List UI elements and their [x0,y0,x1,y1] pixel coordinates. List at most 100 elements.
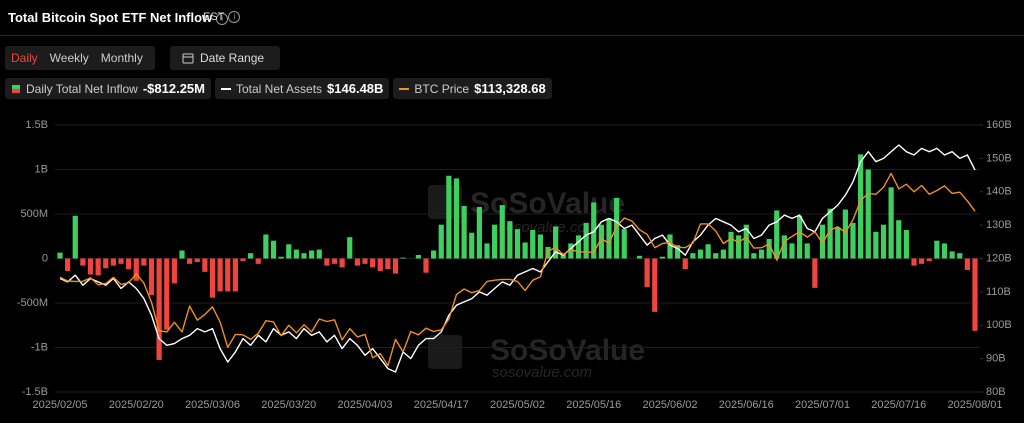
bar [370,258,376,268]
watermark-logo [428,185,462,219]
bar [797,215,803,259]
bar [842,209,848,259]
bar [255,258,261,264]
timezone-wrap: EST i [203,11,241,24]
info-icon[interactable]: i [228,11,241,24]
bar [644,258,650,287]
bar [606,218,612,259]
bar [126,258,132,270]
x-tick-label: 2025/06/16 [719,399,774,411]
bar [103,258,109,269]
bar [812,258,818,288]
y-tick-label: -500M [17,297,48,309]
bar [553,226,559,259]
bar [80,258,86,266]
calendar-icon [182,53,194,64]
bar [819,224,826,259]
legend-item[interactable]: BTC Price $113,328.68 [393,78,552,99]
y2-tick-label: 160B [986,119,1012,131]
bar [621,229,627,259]
bar [675,245,681,259]
bar [896,220,902,259]
bar [530,230,536,259]
legend-swatch [12,88,20,93]
bar [903,230,909,259]
legend-item[interactable]: Total Net Assets $146.48B [214,78,390,99]
legend-value: $146.48B [327,81,384,96]
legend-item[interactable]: Daily Total Net Inflow -$812.25M [5,78,211,99]
bar [309,250,315,259]
bar [263,234,269,259]
bar [194,258,200,263]
timezone: EST [203,11,225,23]
y-tick-label: 0 [42,252,48,264]
date-range-button[interactable]: Date Range [170,46,280,70]
bar [476,206,482,259]
y-tick-label: 1B [35,163,48,175]
bar [728,231,734,259]
bar [743,224,749,259]
watermark-logo [428,335,462,369]
x-tick-label: 2025/05/02 [490,399,545,411]
period-tab[interactable]: Daily [11,51,38,65]
y2-tick-label: 80B [986,386,1006,398]
bar [331,258,338,264]
legend: Daily Total Net Inflow -$812.25M Total Net… [5,78,552,99]
x-tick-label: 2025/03/20 [261,399,316,411]
bar [187,258,193,264]
x-tick-label: 2025/07/16 [871,399,926,411]
period-tab[interactable]: Weekly [49,51,89,65]
bar [758,249,765,259]
title-wrap: Total Bitcoin Spot ETF Net Inflow i [8,10,229,25]
bar [232,258,238,292]
y-tick-label: -1B [31,341,48,353]
bar [507,221,513,259]
bar [537,234,543,259]
bar [789,243,795,259]
x-tick-label: 2025/04/03 [337,399,392,411]
x-tick-label: 2025/08/01 [947,399,1002,411]
bar [72,215,78,259]
bar [682,258,688,270]
x-tick-label: 2025/07/01 [795,399,850,411]
bar [156,258,162,360]
bar [934,240,940,259]
bar [377,258,383,271]
bar [659,256,665,259]
bar [957,253,963,259]
period-tab[interactable]: Monthly [100,51,143,65]
bar [141,258,147,266]
bar [324,258,330,266]
bar [751,253,757,259]
bar [431,250,437,259]
bar [522,242,528,259]
bar [781,235,787,259]
bar [164,258,170,330]
bar [705,244,711,259]
title: Total Bitcoin Spot ETF Net Inflow [8,10,213,25]
bar [636,255,643,259]
period-tabs: Daily Weekly Monthly [5,46,155,70]
bar [560,253,566,259]
bar [148,258,155,295]
y2-tick-label: 140B [986,186,1012,198]
bar [736,235,742,259]
bar [438,224,444,259]
legend-icon [12,84,20,93]
bar [858,154,864,259]
bar [614,197,620,259]
bar [941,243,948,259]
line [59,172,976,367]
bar [972,258,978,331]
info-icon[interactable]: i [216,12,229,25]
legend-value: $113,328.68 [474,81,546,96]
bar [392,258,399,274]
bar [469,232,475,259]
bar [865,169,871,259]
bar [171,258,177,284]
bar [484,243,490,259]
bar [591,202,597,259]
watermark-site: sosovalue.com [492,364,592,381]
legend-name: BTC Price [414,81,470,96]
